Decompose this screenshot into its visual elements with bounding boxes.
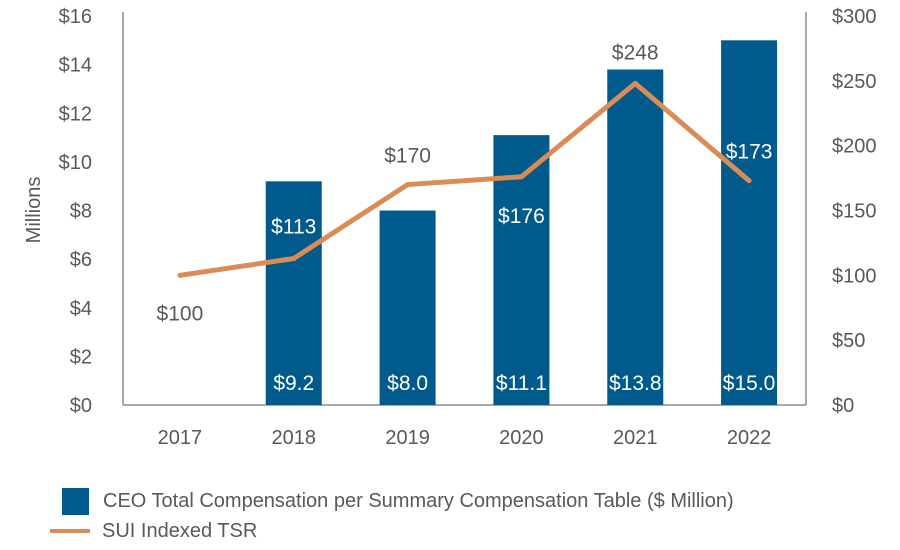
y-tick-left: $16 (59, 6, 92, 28)
tsr-point (632, 80, 638, 86)
legend-label-tsr: SUI Indexed TSR (102, 519, 258, 542)
tsr-point (405, 182, 411, 188)
bar-value-label: $13.8 (609, 372, 662, 395)
x-tick-label: 2017 (158, 427, 203, 449)
y-tick-left: $12 (59, 103, 92, 125)
axes: $0 $2 $4 $6 $8 $10 $12 $14 $16 $0 $50 $100 $150 $200 $… (23, 6, 877, 449)
y-tick-left: $4 (70, 298, 92, 320)
bar (379, 210, 436, 405)
bar (607, 69, 664, 406)
data-labels: $9.2 $8.0 $11.1 $13.8 $15.0 $100 $113 $170 $176 $… (157, 41, 776, 395)
tsr-point (518, 174, 524, 180)
x-tick-label: 2020 (499, 427, 544, 449)
y-tick-right: $0 (832, 395, 854, 417)
tsr-line (179, 80, 751, 278)
legend-label-compensation: CEO Total Compensation per Summary Compe… (103, 489, 734, 512)
legend-swatch-bar (62, 487, 89, 515)
tsr-value-label: $170 (384, 145, 431, 168)
y-tick-left: $10 (59, 152, 92, 174)
x-tick-label: 2021 (613, 427, 658, 449)
y-tick-right: $250 (832, 71, 877, 93)
tsr-point (746, 178, 752, 184)
legend: CEO Total Compensation per Summary Compe… (50, 486, 734, 546)
tsr-point (291, 255, 297, 261)
y-axis-title: Millions (23, 177, 45, 244)
y-tick-right: $300 (832, 6, 877, 28)
y-tick-left: $0 (70, 395, 92, 417)
tsr-line-series (177, 80, 752, 278)
x-tick-label: 2018 (272, 427, 317, 449)
y-tick-right: $50 (832, 330, 865, 352)
bar-value-label: $8.0 (387, 372, 428, 395)
legend-item-tsr: SUI Indexed TSR (50, 516, 734, 546)
tsr-value-label: $100 (157, 302, 204, 325)
bar-value-label: $9.2 (273, 372, 314, 395)
y-tick-left: $2 (70, 346, 92, 368)
bar (265, 181, 322, 405)
bar-value-label: $11.1 (496, 372, 547, 395)
x-tick-label: 2019 (385, 427, 430, 449)
y-tick-left: $14 (59, 55, 92, 77)
y-tick-right: $200 (832, 136, 877, 158)
tsr-point (177, 272, 183, 278)
y-tick-left: $6 (70, 249, 92, 271)
x-tick-label: 2022 (727, 427, 772, 449)
bar (721, 40, 778, 405)
legend-swatch-line (50, 529, 90, 533)
y-tick-right: $150 (832, 201, 877, 223)
tsr-value-label: $173 (726, 141, 773, 164)
legend-item-compensation: CEO Total Compensation per Summary Compe… (62, 486, 734, 516)
bar-value-label: $15.0 (723, 372, 776, 395)
y-tick-right: $100 (832, 265, 877, 287)
tsr-value-label: $176 (498, 205, 545, 228)
y-tick-left: $8 (70, 201, 92, 223)
tsr-value-label: $248 (612, 41, 659, 64)
tsr-value-label: $113 (271, 215, 316, 238)
